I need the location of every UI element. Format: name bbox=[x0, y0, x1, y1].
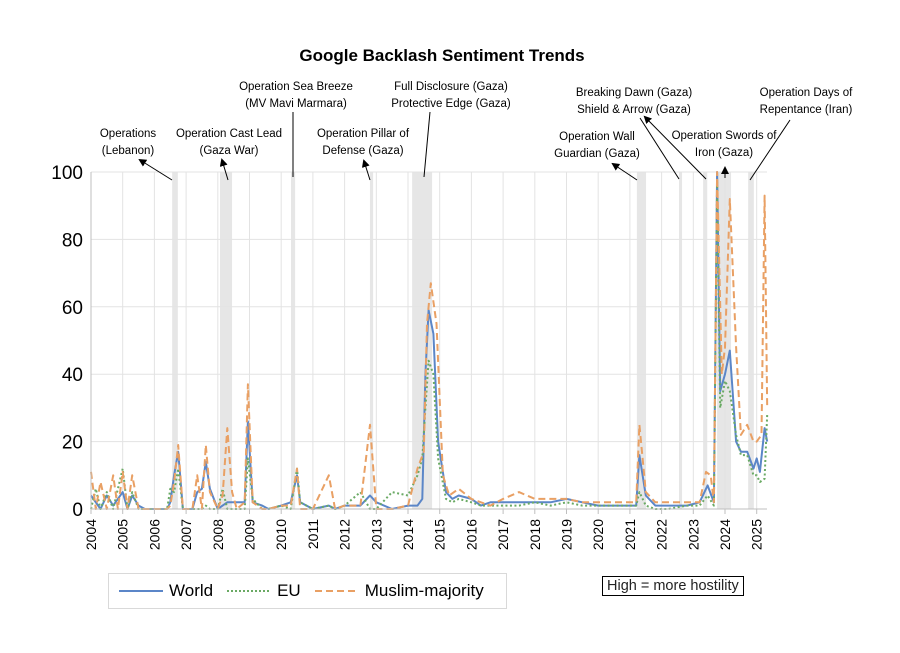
annotation-label: (Gaza War) bbox=[200, 145, 259, 157]
x-tick-label: 2013 bbox=[368, 519, 384, 550]
annotation-label: Shield & Arrow (Gaza) bbox=[577, 104, 691, 116]
x-tick-label: 2025 bbox=[749, 519, 765, 550]
x-tick-label: 2007 bbox=[178, 519, 194, 550]
legend-label: Muslim-majority bbox=[364, 581, 484, 600]
legend-item-muslim-majority: Muslim-majority bbox=[314, 581, 484, 601]
x-tick-label: 2009 bbox=[242, 519, 258, 550]
x-tick-label: 2014 bbox=[400, 519, 416, 550]
x-tick-label: 2019 bbox=[559, 519, 575, 550]
x-tick-label: 2021 bbox=[622, 519, 638, 550]
annotation-arrow bbox=[749, 119, 791, 181]
shaded-period bbox=[369, 172, 374, 509]
legend-item-eu: EU bbox=[227, 581, 301, 601]
x-tick-label: 2012 bbox=[337, 519, 353, 550]
y-tick-label: 40 bbox=[62, 365, 83, 386]
annotation-label: Breaking Dawn (Gaza) bbox=[576, 87, 692, 99]
x-tick-label: 2016 bbox=[463, 519, 479, 550]
chart-title: Google Backlash Sentiment Trends bbox=[299, 46, 584, 65]
shaded-period bbox=[636, 172, 647, 509]
shaded-period bbox=[291, 172, 296, 509]
y-tick-label: 60 bbox=[62, 298, 83, 319]
annotation-label: Operation Sea Breeze bbox=[239, 81, 353, 93]
annotation-label: Operation Wall bbox=[559, 131, 635, 143]
annotation-label: Operation Days of bbox=[760, 87, 853, 99]
x-tick-label: 2017 bbox=[495, 519, 511, 550]
shaded-period bbox=[748, 172, 754, 509]
legend-label: World bbox=[169, 581, 214, 600]
annotation-arrow bbox=[219, 158, 229, 181]
shaded-period bbox=[172, 172, 178, 509]
annotation-label: Iron (Gaza) bbox=[695, 147, 753, 159]
x-tick-label: 2011 bbox=[305, 519, 321, 549]
x-tick-label: 2006 bbox=[146, 519, 162, 550]
annotation-arrow bbox=[639, 117, 680, 180]
annotation-label: Operations bbox=[100, 128, 157, 140]
annotation-label: Operation Cast Lead bbox=[176, 128, 282, 140]
annotation-label: Full Disclosure (Gaza) bbox=[394, 81, 508, 93]
annotation-label: (MV Mavi Marmara) bbox=[245, 98, 347, 110]
annotation-label: Repentance (Iran) bbox=[760, 104, 853, 116]
x-tick-label: 2005 bbox=[115, 519, 131, 550]
y-tick-label: 0 bbox=[72, 500, 83, 521]
annotation-arrow bbox=[643, 115, 707, 180]
x-tick-label: 2008 bbox=[210, 519, 226, 550]
annotation-arrow bbox=[611, 162, 638, 181]
annotation-label: Operation Pillar of bbox=[317, 128, 410, 140]
x-tick-label: 2022 bbox=[654, 519, 670, 550]
annotation-label: Operation Swords of bbox=[672, 130, 778, 142]
series-line-eu bbox=[90, 181, 769, 510]
shaded-period bbox=[220, 172, 233, 509]
annotation-label: Defense (Gaza) bbox=[322, 145, 403, 157]
shaded-period bbox=[412, 172, 433, 509]
y-tick-label: 80 bbox=[62, 230, 83, 251]
legend-item-world: World bbox=[119, 581, 213, 601]
x-tick-label: 2004 bbox=[83, 519, 99, 550]
x-tick-label: 2020 bbox=[590, 519, 606, 550]
x-tick-label: 2023 bbox=[685, 519, 701, 550]
shaded-period bbox=[679, 172, 683, 509]
annotation-arrow bbox=[138, 158, 173, 181]
shaded-period bbox=[703, 172, 708, 509]
annotation-label: Protective Edge (Gaza) bbox=[391, 98, 511, 110]
x-tick-label: 2015 bbox=[432, 519, 448, 550]
x-tick-label: 2018 bbox=[527, 519, 543, 550]
legend: World EU Muslim-majority bbox=[108, 573, 507, 609]
hostility-note: High = more hostility bbox=[602, 576, 744, 596]
x-tick-label: 2024 bbox=[717, 519, 733, 550]
y-tick-label: 100 bbox=[51, 163, 83, 184]
legend-label: EU bbox=[277, 581, 301, 600]
annotation-arrow bbox=[361, 159, 371, 181]
annotation-label: (Lebanon) bbox=[102, 145, 155, 157]
y-tick-label: 20 bbox=[62, 433, 83, 454]
annotation-label: Guardian (Gaza) bbox=[554, 148, 640, 160]
annotation-arrow bbox=[423, 111, 431, 178]
x-tick-label: 2010 bbox=[273, 519, 289, 550]
